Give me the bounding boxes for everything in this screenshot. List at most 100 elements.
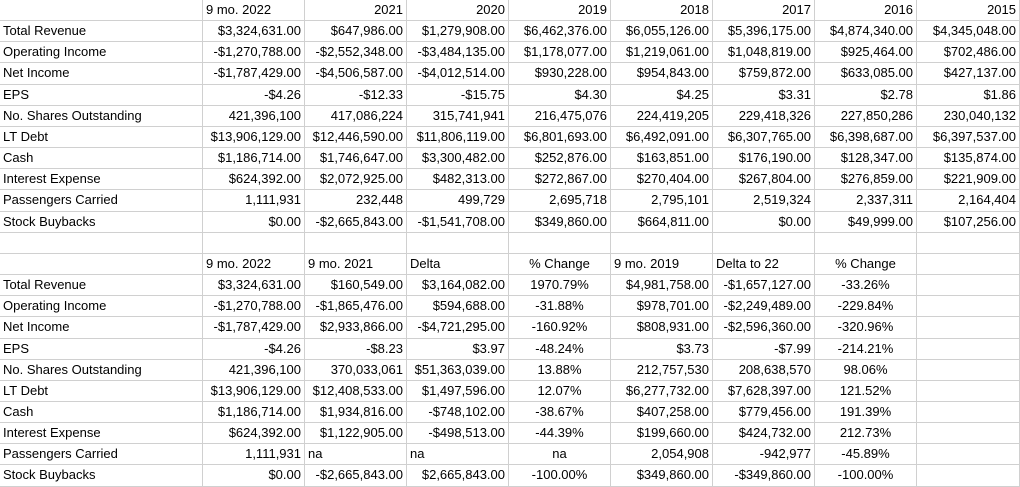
value-cell[interactable]: $633,085.00 [815,63,917,85]
row-label-cell[interactable]: No. Shares Outstanding [0,359,203,381]
value-cell[interactable] [917,380,1020,402]
value-cell[interactable]: $6,801,693.00 [509,126,611,149]
value-cell[interactable]: 2,054,908 [611,444,713,466]
column-header-cell[interactable]: % Change [509,253,611,276]
value-cell[interactable]: $176,190.00 [713,148,815,170]
value-cell[interactable]: 191.39% [815,401,917,424]
value-cell[interactable]: -214.21% [815,338,917,360]
row-label-cell[interactable]: No. Shares Outstanding [0,105,203,127]
value-cell[interactable]: $702,486.00 [917,42,1020,64]
value-cell[interactable]: 1970.79% [509,275,611,297]
value-cell[interactable]: -$2,596,360.00 [713,317,815,339]
column-header-cell[interactable] [0,0,203,22]
value-cell[interactable]: $13,906,129.00 [203,380,305,402]
row-label-cell[interactable]: Interest Expense [0,423,203,445]
value-cell[interactable]: -$498,513.00 [407,423,509,445]
value-cell[interactable]: $349,860.00 [611,465,713,487]
value-cell[interactable]: $954,843.00 [611,63,713,85]
row-label-cell[interactable]: EPS [0,338,203,360]
value-cell[interactable]: $779,456.00 [713,401,815,424]
value-cell[interactable]: -$3,484,135.00 [407,42,509,64]
value-cell[interactable]: $1,122,905.00 [305,423,407,445]
value-cell[interactable]: $6,397,537.00 [917,126,1020,149]
value-cell[interactable]: $1,048,819.00 [713,42,815,64]
column-header-cell[interactable]: 2015 [917,0,1020,22]
value-cell[interactable]: $0.00 [203,211,305,233]
column-header-cell[interactable]: 2019 [509,0,611,22]
value-cell[interactable]: -$2,249,489.00 [713,296,815,318]
value-cell[interactable]: -$1,657,127.00 [713,275,815,297]
value-cell[interactable]: -$7.99 [713,338,815,360]
row-label-cell[interactable]: Operating Income [0,42,203,64]
value-cell[interactable] [917,317,1020,339]
row-label-cell[interactable]: Stock Buybacks [0,465,203,487]
column-header-cell[interactable]: 9 mo. 2022 [203,0,305,22]
value-cell[interactable]: $163,851.00 [611,148,713,170]
value-cell[interactable]: $12,408,533.00 [305,380,407,402]
value-cell[interactable]: 121.52% [815,380,917,402]
row-label-cell[interactable]: Passengers Carried [0,444,203,466]
value-cell[interactable]: 2,337,311 [815,190,917,212]
value-cell[interactable]: $624,392.00 [203,423,305,445]
column-header-cell[interactable]: Delta to 22 [713,253,815,276]
value-cell[interactable]: -$4.26 [203,84,305,106]
value-cell[interactable]: -31.88% [509,296,611,318]
value-cell[interactable]: -$349,860.00 [713,465,815,487]
empty-cell[interactable] [611,232,713,254]
value-cell[interactable]: -$2,665,843.00 [305,211,407,233]
value-cell[interactable]: $1,219,061.00 [611,42,713,64]
value-cell[interactable]: -$15.75 [407,84,509,106]
column-header-cell[interactable]: 2016 [815,0,917,22]
value-cell[interactable]: $6,277,732.00 [611,380,713,402]
column-header-cell[interactable]: 2021 [305,0,407,22]
value-cell[interactable]: 13.88% [509,359,611,381]
row-label-cell[interactable]: EPS [0,84,203,106]
value-cell[interactable]: $4,345,048.00 [917,21,1020,43]
value-cell[interactable]: 208,638,570 [713,359,815,381]
value-cell[interactable]: $6,492,091.00 [611,126,713,149]
value-cell[interactable]: $51,363,039.00 [407,359,509,381]
value-cell[interactable]: $6,398,687.00 [815,126,917,149]
value-cell[interactable]: $5,396,175.00 [713,21,815,43]
value-cell[interactable]: -33.26% [815,275,917,297]
value-cell[interactable]: $4.25 [611,84,713,106]
value-cell[interactable]: $424,732.00 [713,423,815,445]
column-header-cell[interactable]: 2018 [611,0,713,22]
value-cell[interactable]: -100.00% [815,465,917,487]
value-cell[interactable]: $2,933,866.00 [305,317,407,339]
value-cell[interactable]: -160.92% [509,317,611,339]
empty-cell[interactable] [815,232,917,254]
value-cell[interactable]: $272,867.00 [509,169,611,191]
row-label-cell[interactable]: LT Debt [0,380,203,402]
value-cell[interactable]: -$8.23 [305,338,407,360]
value-cell[interactable]: 370,033,061 [305,359,407,381]
value-cell[interactable]: -38.67% [509,401,611,424]
row-label-cell[interactable]: Operating Income [0,296,203,318]
value-cell[interactable]: $1.86 [917,84,1020,106]
value-cell[interactable]: -$2,552,348.00 [305,42,407,64]
value-cell[interactable]: $808,931.00 [611,317,713,339]
empty-cell[interactable] [407,232,509,254]
value-cell[interactable]: $594,688.00 [407,296,509,318]
value-cell[interactable]: $6,055,126.00 [611,21,713,43]
empty-cell[interactable] [203,232,305,254]
column-header-cell[interactable]: 9 mo. 2022 [203,253,305,276]
column-header-cell[interactable] [0,253,203,276]
row-label-cell[interactable]: LT Debt [0,126,203,149]
column-header-cell[interactable]: 9 mo. 2021 [305,253,407,276]
value-cell[interactable]: $3.97 [407,338,509,360]
value-cell[interactable]: -$12.33 [305,84,407,106]
value-cell[interactable]: -$1,270,788.00 [203,42,305,64]
column-header-cell[interactable]: Delta [407,253,509,276]
value-cell[interactable]: $128,347.00 [815,148,917,170]
value-cell[interactable]: 212.73% [815,423,917,445]
value-cell[interactable] [917,444,1020,466]
value-cell[interactable]: 224,419,205 [611,105,713,127]
value-cell[interactable]: 1,111,931 [203,190,305,212]
value-cell[interactable]: -$4,012,514.00 [407,63,509,85]
row-label-cell[interactable]: Stock Buybacks [0,211,203,233]
value-cell[interactable]: $7,628,397.00 [713,380,815,402]
value-cell[interactable]: $2.78 [815,84,917,106]
value-cell[interactable]: -$1,270,788.00 [203,296,305,318]
row-label-cell[interactable]: Cash [0,148,203,170]
